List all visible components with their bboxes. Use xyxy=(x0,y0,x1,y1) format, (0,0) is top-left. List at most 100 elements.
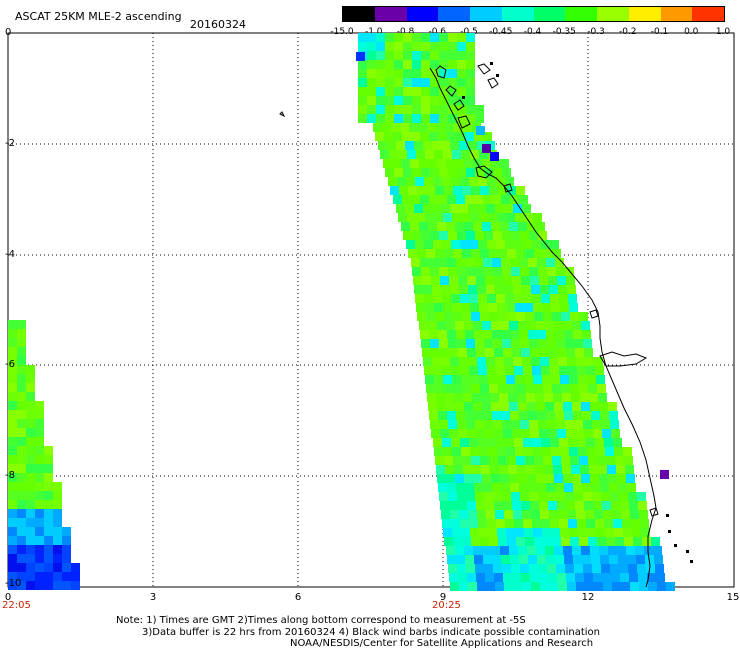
swath-cell xyxy=(464,159,473,168)
swath-cell xyxy=(464,321,473,330)
swath-cell xyxy=(529,339,538,348)
swath-cell xyxy=(480,456,489,465)
swath-cell xyxy=(358,42,367,51)
swath-cell xyxy=(62,527,71,536)
swath-cell xyxy=(378,141,387,150)
swath-cell xyxy=(498,537,507,546)
swath-cell xyxy=(560,375,569,384)
swath-cell xyxy=(71,572,80,581)
swath-cell xyxy=(422,348,431,357)
swath-cell xyxy=(506,375,515,384)
swath-cell xyxy=(449,573,458,582)
swath-cell xyxy=(465,411,474,420)
swath-cell xyxy=(572,474,581,483)
swath-cell xyxy=(35,545,44,554)
swath-cell xyxy=(466,51,475,60)
swath-cell xyxy=(380,150,389,159)
swath-cell xyxy=(451,294,460,303)
swath-cell xyxy=(53,563,62,572)
swath-cell xyxy=(500,474,509,483)
swath-cell xyxy=(485,276,494,285)
swath-cell xyxy=(546,258,555,267)
swath-cell xyxy=(564,411,573,420)
swath-cell xyxy=(503,276,512,285)
swath-cell xyxy=(358,105,367,114)
swath-cell xyxy=(550,438,559,447)
swath-cell xyxy=(473,546,482,555)
swath-cell xyxy=(437,159,446,168)
swath-cell xyxy=(493,339,502,348)
swath-cell xyxy=(479,528,488,537)
swath-cell xyxy=(565,420,574,429)
swath-cell xyxy=(17,374,26,383)
swath-cell xyxy=(44,509,53,518)
swath-cell xyxy=(473,222,482,231)
swath-cell xyxy=(518,474,527,483)
swath-cell xyxy=(535,465,544,474)
swath-cell xyxy=(633,537,642,546)
swath-cell xyxy=(555,258,564,267)
swath-cell xyxy=(504,204,513,213)
swath-cell xyxy=(557,429,566,438)
swath-cell xyxy=(412,33,421,42)
swath-cell xyxy=(568,294,577,303)
swath-cell xyxy=(549,582,558,591)
swath-cell xyxy=(525,312,534,321)
swath-cell xyxy=(583,339,592,348)
swath-cell xyxy=(527,402,536,411)
swath-cell xyxy=(477,582,486,591)
swath-cell xyxy=(485,501,494,510)
swath-cell xyxy=(504,510,513,519)
swath-cell xyxy=(421,78,430,87)
swath-cell xyxy=(461,528,470,537)
swath-cell xyxy=(513,582,522,591)
swath-cell xyxy=(44,473,53,482)
swath-cell xyxy=(17,545,26,554)
swath-cell xyxy=(483,411,492,420)
swath-cell xyxy=(581,321,590,330)
swath-cell xyxy=(539,501,548,510)
swath-cell xyxy=(449,348,458,357)
swath-cell xyxy=(569,447,578,456)
swath-cell xyxy=(482,222,491,231)
swath-cell xyxy=(486,204,495,213)
swath-cell xyxy=(466,69,475,78)
swath-cell xyxy=(448,96,457,105)
swath-cell xyxy=(493,231,502,240)
swath-cell xyxy=(449,429,458,438)
swath-cell xyxy=(504,285,513,294)
swath-cell xyxy=(442,240,451,249)
swath-cell xyxy=(442,294,451,303)
swath-cell xyxy=(423,357,432,366)
swath-cell xyxy=(460,177,469,186)
swath-cell xyxy=(475,420,484,429)
swath-cell xyxy=(443,375,452,384)
swath-cell xyxy=(538,231,547,240)
swath-cell xyxy=(438,195,447,204)
swath-cell xyxy=(396,141,405,150)
swath-cell xyxy=(417,186,426,195)
swath-cell xyxy=(630,510,639,519)
swath-cell xyxy=(466,87,475,96)
swath-cell xyxy=(432,204,441,213)
swath-cell xyxy=(601,564,610,573)
swath-cell xyxy=(451,240,460,249)
swath-cell xyxy=(420,195,429,204)
swath-cell xyxy=(439,33,448,42)
swath-cell xyxy=(469,519,478,528)
swath-cell xyxy=(469,177,478,186)
swath-cell xyxy=(639,582,648,591)
swath-cell xyxy=(538,339,547,348)
swath-cell xyxy=(447,258,456,267)
swath-cell xyxy=(563,321,572,330)
swath-cell xyxy=(581,546,590,555)
swath-cell xyxy=(373,123,382,132)
swath-cell xyxy=(564,555,573,564)
swath-cell xyxy=(17,410,26,419)
swath-cell xyxy=(8,491,17,500)
swath-cell xyxy=(532,519,541,528)
swath-cell xyxy=(8,581,17,590)
swath-cell xyxy=(510,411,519,420)
swath-cell xyxy=(367,78,376,87)
swath-cell xyxy=(403,168,412,177)
